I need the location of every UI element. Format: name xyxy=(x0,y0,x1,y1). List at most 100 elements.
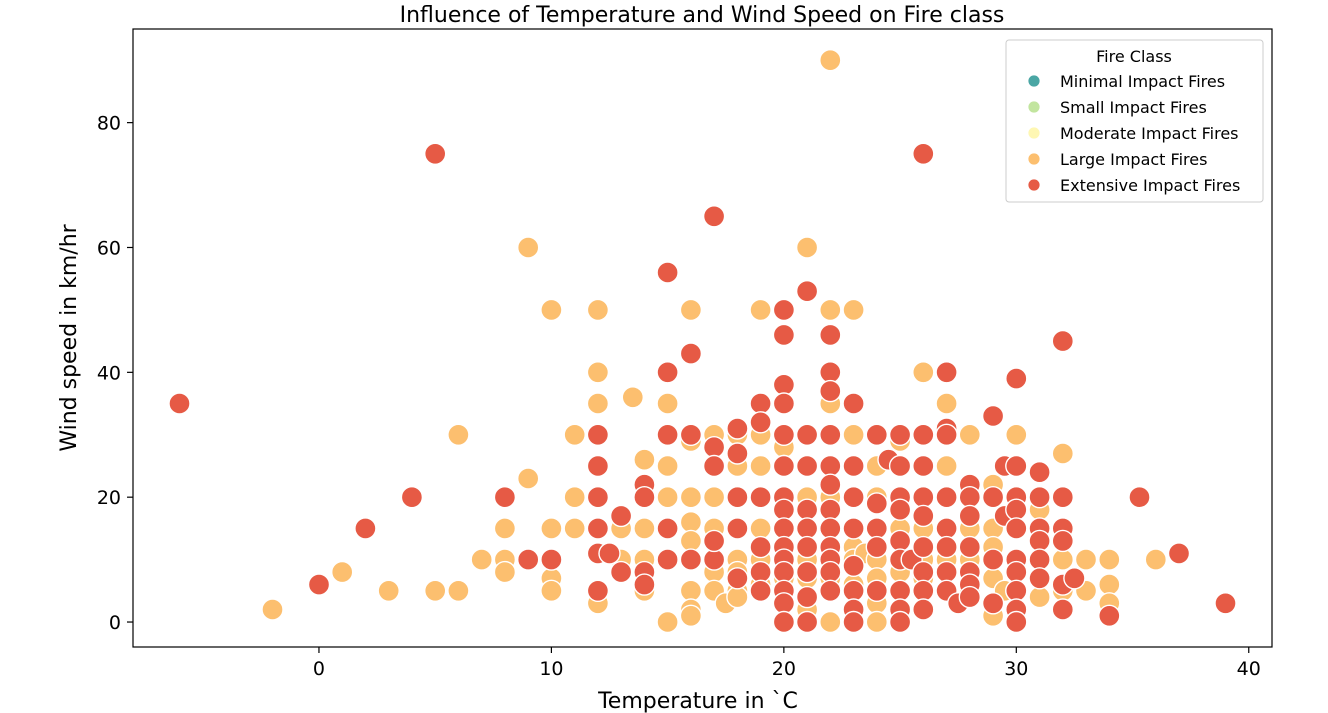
scatter-point xyxy=(935,454,958,478)
scatter-point xyxy=(702,529,726,553)
scatter-point xyxy=(1167,542,1191,565)
scatter-point xyxy=(656,261,679,284)
scatter-point xyxy=(586,361,610,384)
chart-title: Influence of Temperature and Wind Speed … xyxy=(400,3,1005,28)
scatter-point xyxy=(795,610,819,634)
scatter-point xyxy=(400,486,424,509)
scatter-point xyxy=(493,517,517,540)
scatter-point xyxy=(726,486,749,509)
scatter-point xyxy=(749,486,772,509)
scatter-point xyxy=(702,454,726,478)
scatter-point xyxy=(772,298,796,322)
scatter-point xyxy=(865,517,888,540)
plot-frame xyxy=(132,28,1273,648)
scatter-point xyxy=(842,486,865,509)
scatter-point xyxy=(958,585,981,609)
y-tick-label: 20 xyxy=(97,487,121,509)
scatter-point xyxy=(1005,610,1028,634)
scatter-point xyxy=(749,298,772,322)
scatter-point xyxy=(795,517,819,540)
scatter-point xyxy=(586,517,610,540)
scatter-point xyxy=(749,579,772,602)
legend-marker xyxy=(1027,152,1041,166)
scatter-point xyxy=(586,454,610,478)
scatter-point xyxy=(935,361,958,384)
scatter-point xyxy=(633,517,656,540)
scatter-point xyxy=(424,579,447,602)
scatter-point xyxy=(702,205,726,228)
scatter-point xyxy=(819,454,842,478)
scatter-point xyxy=(517,467,540,490)
x-tick-label: 30 xyxy=(1004,658,1028,680)
y-tick-label: 80 xyxy=(97,113,121,135)
scatter-point xyxy=(772,592,796,615)
scatter-point xyxy=(912,598,935,621)
scatter-point xyxy=(168,392,191,415)
scatter-point xyxy=(795,560,819,584)
scatter-point xyxy=(772,560,796,584)
scatter-point xyxy=(772,498,796,521)
scatter-point xyxy=(772,423,796,446)
x-tick-label: 10 xyxy=(539,658,563,680)
scatter-point xyxy=(795,236,819,259)
scatter-point xyxy=(586,579,610,602)
scatter-point xyxy=(888,423,912,446)
scatter-point xyxy=(842,454,865,478)
scatter-point xyxy=(981,404,1005,428)
scatter-point xyxy=(1051,486,1075,509)
scatter-point xyxy=(795,535,819,559)
scatter-point xyxy=(795,585,819,609)
scatter-point xyxy=(772,517,796,540)
scatter-point xyxy=(656,610,679,634)
scatter-point xyxy=(470,548,493,571)
y-axis-label: Wind speed in km/hr xyxy=(57,223,82,451)
scatter-point xyxy=(749,535,772,559)
scatter-point xyxy=(1005,517,1028,540)
scatter-point xyxy=(1005,423,1028,446)
scatter-point xyxy=(795,423,819,446)
scatter-point xyxy=(1063,567,1086,590)
scatter-point xyxy=(935,486,958,509)
scatter-point xyxy=(865,610,888,634)
y-tick-label: 60 xyxy=(97,237,121,259)
scatter-point xyxy=(1214,592,1237,615)
scatter-point xyxy=(935,517,958,540)
legend-label: Large Impact Fires xyxy=(1060,150,1207,169)
scatter-point xyxy=(702,436,726,459)
scatter-point xyxy=(1128,486,1151,509)
scatter-point xyxy=(888,529,912,553)
scatter-point xyxy=(493,486,517,509)
scatter-point xyxy=(819,517,842,540)
scatter-point xyxy=(1144,548,1168,571)
scatter-point xyxy=(819,298,842,322)
scatter-point xyxy=(424,142,447,166)
scatter-point xyxy=(726,517,749,540)
y-tick-label: 0 xyxy=(109,612,121,634)
scatter-point xyxy=(912,454,935,478)
scatter-point xyxy=(819,423,842,446)
scatter-point xyxy=(912,560,935,584)
scatter-point xyxy=(795,280,819,303)
scatter-point xyxy=(1028,461,1051,484)
scatter-point xyxy=(656,454,679,478)
legend-label: Extensive Impact Fires xyxy=(1060,176,1240,195)
scatter-point xyxy=(935,423,958,446)
scatter-point xyxy=(331,560,354,584)
legend-marker xyxy=(1027,126,1041,140)
scatter-point xyxy=(1005,498,1028,521)
legend-marker xyxy=(1027,74,1041,88)
scatter-point xyxy=(726,585,749,609)
scatter-point xyxy=(935,560,958,584)
legend-title: Fire Class xyxy=(1096,47,1172,66)
scatter-point xyxy=(1098,604,1121,627)
scatter-point xyxy=(377,579,400,602)
scatter-point xyxy=(935,392,958,415)
scatter-point xyxy=(865,492,888,515)
scatter-point xyxy=(772,323,796,347)
scatter-point xyxy=(354,517,377,540)
scatter-point xyxy=(819,379,842,403)
scatter-point xyxy=(1098,573,1121,596)
scatter-point xyxy=(981,486,1005,509)
scatter-point xyxy=(586,486,610,509)
scatter-point xyxy=(819,498,842,521)
